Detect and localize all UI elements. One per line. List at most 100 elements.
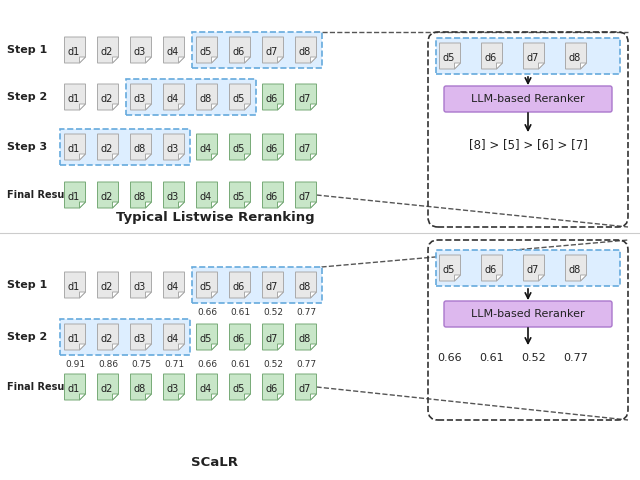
- Polygon shape: [79, 344, 86, 350]
- Text: d3: d3: [167, 384, 179, 394]
- Polygon shape: [454, 63, 461, 69]
- Text: 0.52: 0.52: [522, 353, 547, 363]
- Polygon shape: [296, 272, 317, 298]
- Text: d6: d6: [233, 334, 245, 344]
- FancyBboxPatch shape: [444, 301, 612, 327]
- Text: d1: d1: [68, 282, 80, 292]
- Polygon shape: [310, 292, 317, 298]
- Text: d5: d5: [200, 282, 212, 292]
- Text: d5: d5: [200, 47, 212, 57]
- Text: 0.66: 0.66: [438, 353, 462, 363]
- Text: d7: d7: [266, 334, 278, 344]
- Polygon shape: [79, 154, 86, 160]
- Text: d6: d6: [266, 144, 278, 154]
- Polygon shape: [278, 154, 284, 160]
- Polygon shape: [131, 182, 152, 208]
- Polygon shape: [262, 182, 284, 208]
- Text: d6: d6: [266, 94, 278, 104]
- Polygon shape: [131, 374, 152, 400]
- Polygon shape: [230, 37, 250, 63]
- Polygon shape: [113, 292, 118, 298]
- Polygon shape: [296, 134, 317, 160]
- Text: 0.71: 0.71: [164, 360, 184, 369]
- Polygon shape: [145, 344, 152, 350]
- Polygon shape: [163, 84, 184, 110]
- Text: 0.77: 0.77: [296, 308, 316, 317]
- Polygon shape: [538, 275, 545, 281]
- Text: Step 1: Step 1: [7, 45, 47, 55]
- FancyBboxPatch shape: [191, 267, 321, 303]
- Text: Step 3: Step 3: [7, 142, 47, 152]
- Text: d8: d8: [200, 94, 212, 104]
- Polygon shape: [244, 104, 250, 110]
- Polygon shape: [278, 394, 284, 400]
- Polygon shape: [296, 182, 317, 208]
- Text: d8: d8: [299, 47, 311, 57]
- Text: Step 2: Step 2: [7, 92, 47, 102]
- Polygon shape: [230, 374, 250, 400]
- Polygon shape: [65, 272, 86, 298]
- Text: d8: d8: [569, 265, 581, 275]
- FancyBboxPatch shape: [60, 129, 189, 165]
- Polygon shape: [79, 394, 86, 400]
- Text: d4: d4: [167, 94, 179, 104]
- Polygon shape: [196, 324, 218, 350]
- Text: d1: d1: [68, 94, 80, 104]
- Polygon shape: [454, 275, 461, 281]
- Polygon shape: [179, 344, 184, 350]
- Text: 0.66: 0.66: [197, 308, 217, 317]
- Polygon shape: [481, 255, 502, 281]
- Polygon shape: [163, 374, 184, 400]
- Text: d8: d8: [299, 282, 311, 292]
- Polygon shape: [310, 394, 317, 400]
- Text: d1: d1: [68, 47, 80, 57]
- Text: d4: d4: [200, 144, 212, 154]
- Text: d2: d2: [101, 192, 113, 202]
- Text: Step 1: Step 1: [7, 280, 47, 290]
- Text: d2: d2: [101, 94, 113, 104]
- Text: d6: d6: [485, 265, 497, 275]
- Text: d7: d7: [266, 282, 278, 292]
- Polygon shape: [566, 255, 586, 281]
- Text: 0.77: 0.77: [564, 353, 588, 363]
- Text: d5: d5: [200, 334, 212, 344]
- Text: d3: d3: [134, 334, 146, 344]
- FancyBboxPatch shape: [60, 319, 189, 355]
- Polygon shape: [179, 394, 184, 400]
- Polygon shape: [145, 154, 152, 160]
- Polygon shape: [296, 84, 317, 110]
- Polygon shape: [262, 324, 284, 350]
- Text: 0.52: 0.52: [263, 360, 283, 369]
- Polygon shape: [230, 84, 250, 110]
- Polygon shape: [196, 374, 218, 400]
- Polygon shape: [145, 202, 152, 208]
- Text: d3: d3: [134, 94, 146, 104]
- Text: d1: d1: [68, 334, 80, 344]
- Polygon shape: [196, 84, 218, 110]
- Polygon shape: [244, 292, 250, 298]
- Text: d5: d5: [443, 265, 455, 275]
- Text: d2: d2: [101, 334, 113, 344]
- Polygon shape: [113, 57, 118, 63]
- Polygon shape: [244, 344, 250, 350]
- Polygon shape: [163, 134, 184, 160]
- Polygon shape: [163, 182, 184, 208]
- Polygon shape: [163, 324, 184, 350]
- Polygon shape: [262, 134, 284, 160]
- Text: 0.61: 0.61: [230, 360, 250, 369]
- Polygon shape: [145, 292, 152, 298]
- Polygon shape: [262, 84, 284, 110]
- Polygon shape: [97, 134, 118, 160]
- Text: 0.61: 0.61: [230, 308, 250, 317]
- Text: 0.75: 0.75: [131, 360, 151, 369]
- Polygon shape: [113, 104, 118, 110]
- Polygon shape: [145, 394, 152, 400]
- Polygon shape: [179, 292, 184, 298]
- FancyBboxPatch shape: [191, 32, 321, 68]
- Polygon shape: [65, 134, 86, 160]
- Polygon shape: [79, 292, 86, 298]
- Text: d7: d7: [266, 47, 278, 57]
- Text: d5: d5: [233, 144, 245, 154]
- FancyBboxPatch shape: [436, 38, 620, 74]
- Text: d3: d3: [167, 192, 179, 202]
